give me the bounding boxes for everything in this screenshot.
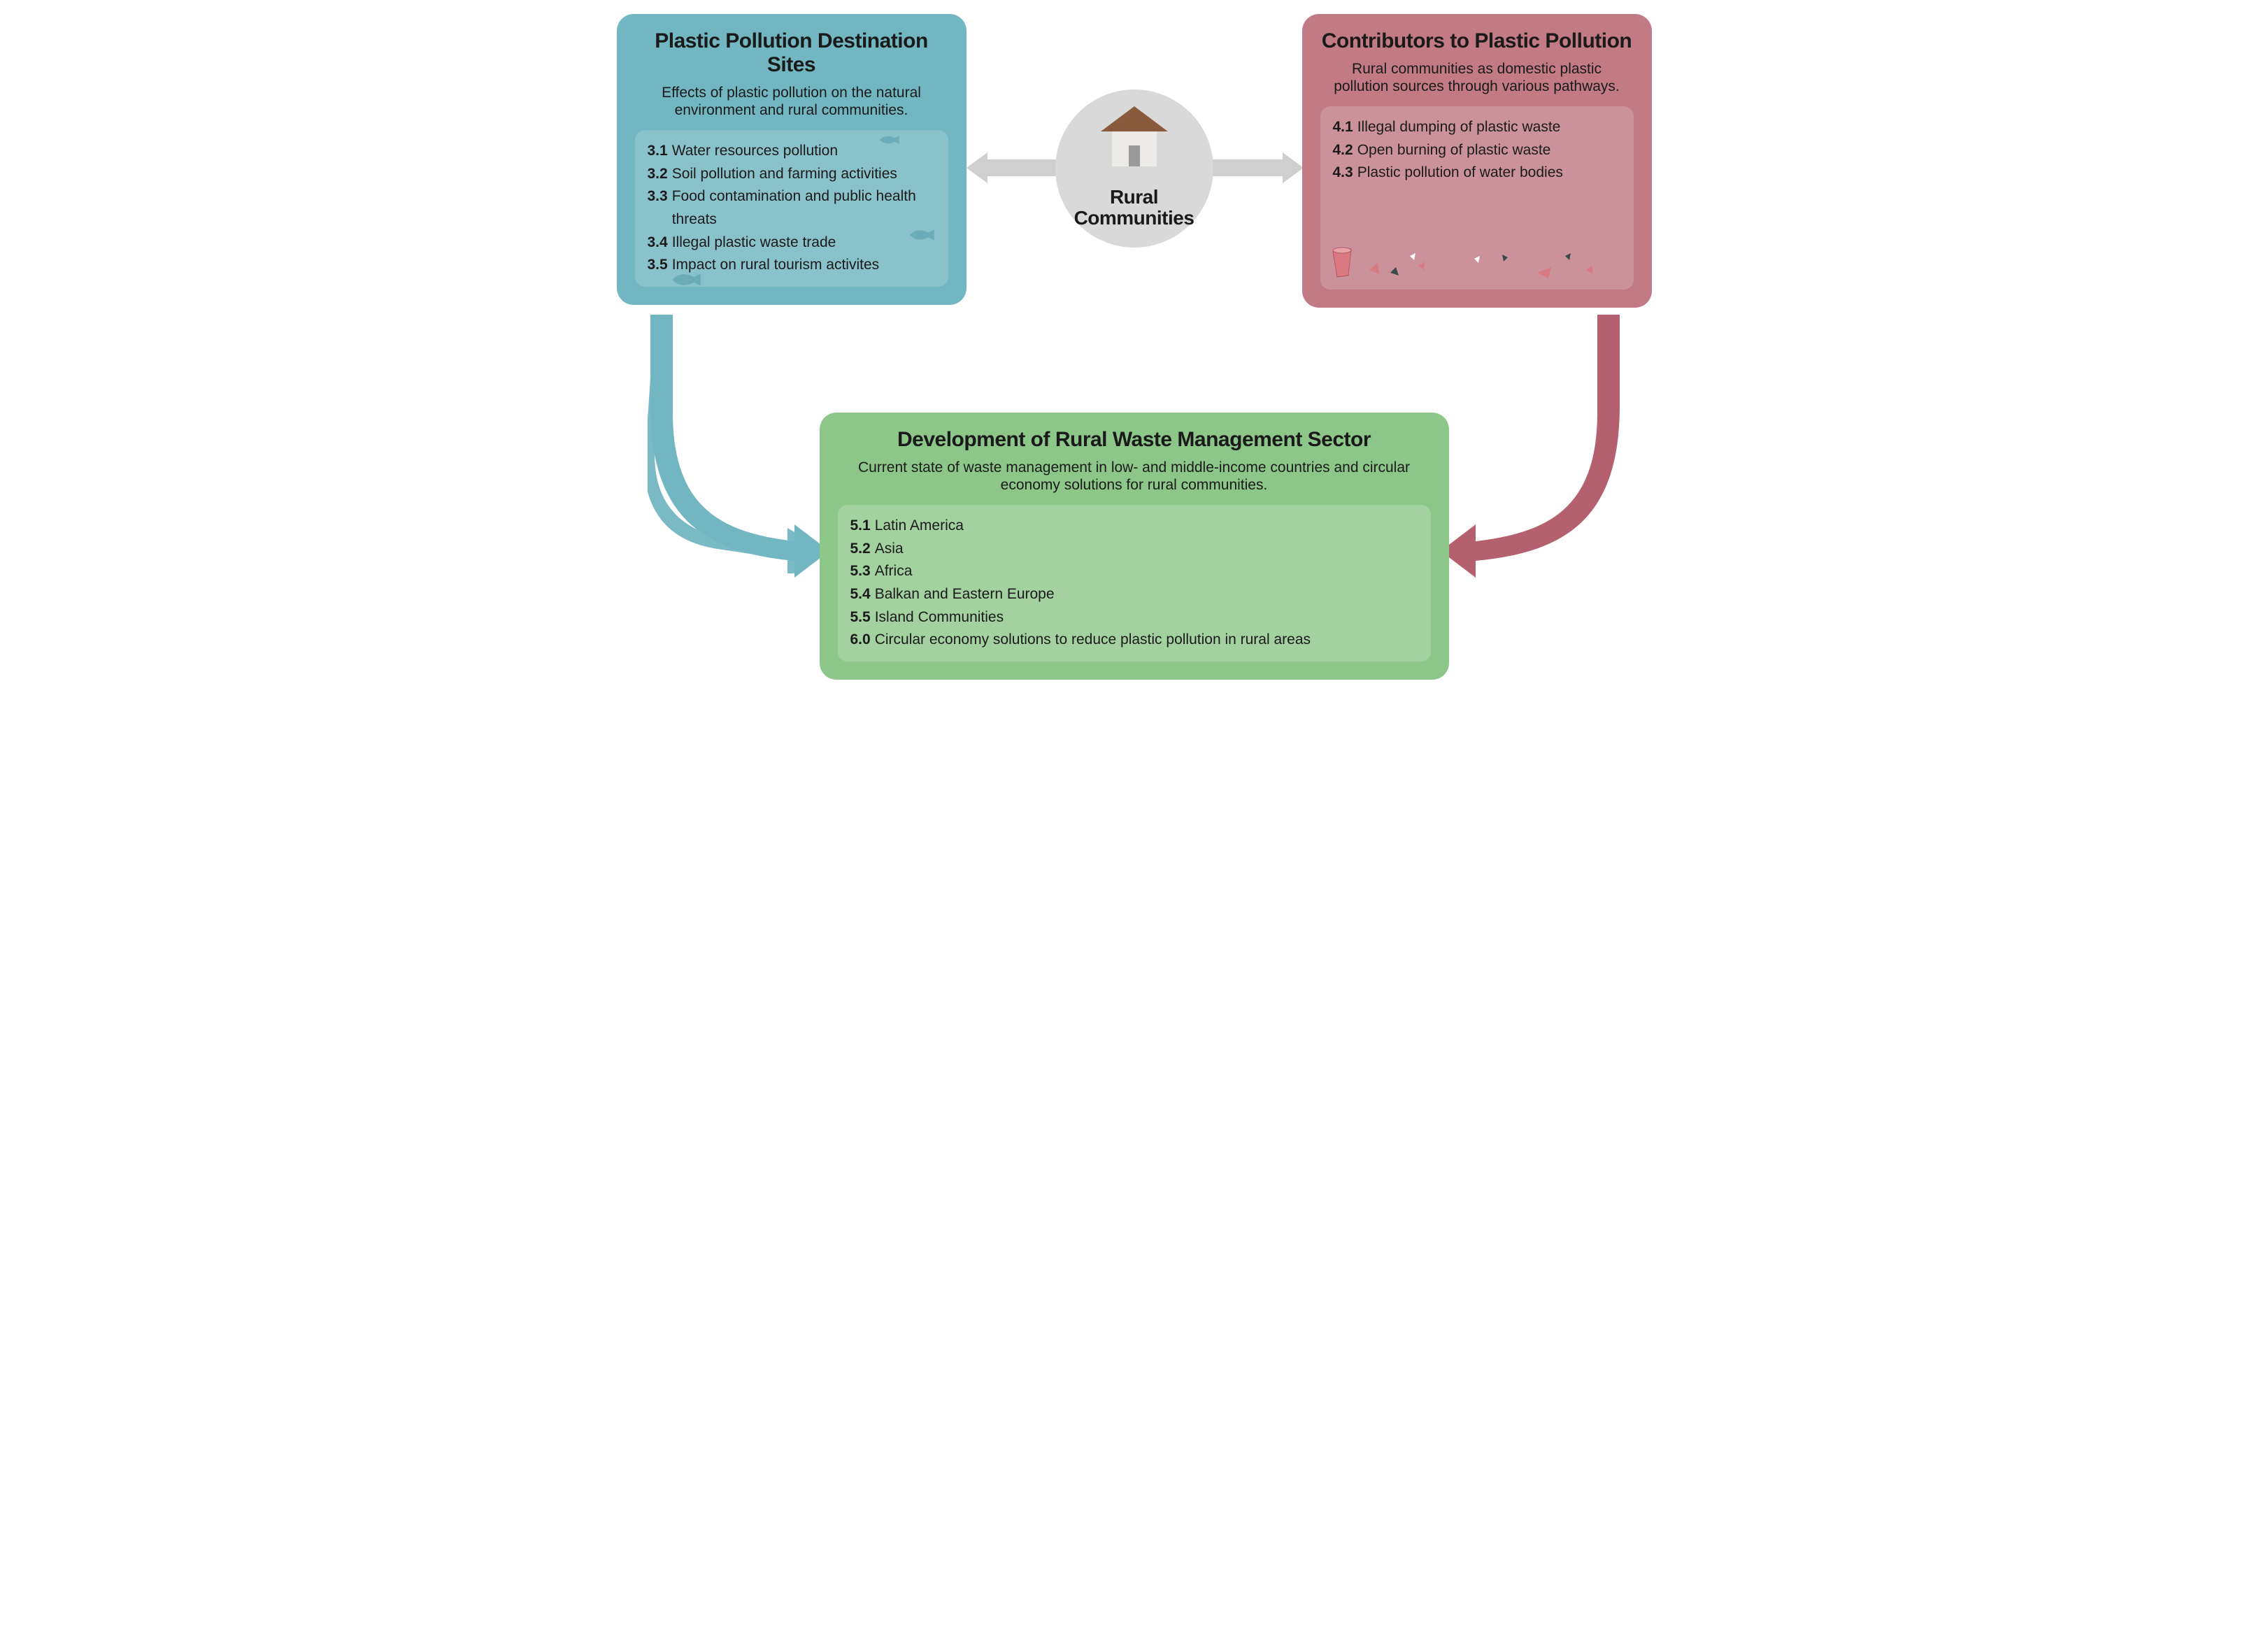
diagram-canvas: Rural Communities Plastic Pollution Dest… (617, 14, 1652, 769)
item-number: 5.3 (850, 560, 871, 583)
list-item: 4.1Illegal dumping of plastic waste (1333, 116, 1621, 139)
panel-destination-sites: Plastic Pollution Destination Sites Effe… (617, 14, 967, 305)
arrow-hub-left (967, 152, 1064, 183)
item-text: Asia (875, 538, 1418, 561)
item-number: 3.4 (648, 231, 668, 255)
arrow-hub-right (1206, 152, 1304, 183)
list-item: 3.4Illegal plastic waste trade (648, 231, 936, 255)
item-number: 5.2 (850, 538, 871, 561)
house-icon (1099, 106, 1169, 169)
list-item: 5.3Africa (850, 560, 1418, 583)
panel-red-title: Contributors to Plastic Pollution (1320, 29, 1634, 53)
item-number: 3.1 (648, 140, 668, 163)
hub-circle: Rural Communities (1055, 90, 1213, 248)
panel-waste-management: Development of Rural Waste Management Se… (820, 413, 1449, 680)
item-number: 4.2 (1333, 139, 1353, 162)
item-text: Impact on rural tourism activites (672, 254, 936, 277)
item-number: 3.3 (648, 185, 668, 208)
panel-green-subtitle: Current state of waste management in low… (838, 459, 1431, 494)
panel-green-items: 5.1Latin America5.2Asia5.3Africa5.4Balka… (838, 505, 1431, 661)
item-number: 3.2 (648, 163, 668, 186)
trash-icon (1327, 242, 1621, 284)
item-text: Circular economy solutions to reduce pla… (875, 629, 1418, 652)
list-item: 4.3Plastic pollution of water bodies (1333, 162, 1621, 185)
panel-red-items: 4.1Illegal dumping of plastic waste4.2Op… (1320, 106, 1634, 290)
panel-contributors: Contributors to Plastic Pollution Rural … (1302, 14, 1652, 308)
list-item: 5.5Island Communities (850, 606, 1418, 629)
list-item: 3.2Soil pollution and farming activities (648, 163, 936, 186)
item-number: 5.5 (850, 606, 871, 629)
arrow-blue-to-green (648, 315, 829, 573)
item-number: 5.4 (850, 583, 871, 606)
item-number: 6.0 (850, 629, 871, 652)
item-text: Africa (875, 560, 1418, 583)
item-text: Water resources pollution (672, 140, 936, 163)
panel-blue-title: Plastic Pollution Destination Sites (635, 29, 948, 77)
list-item: 5.4Balkan and Eastern Europe (850, 583, 1418, 606)
item-text: Open burning of plastic waste (1357, 139, 1621, 162)
item-number: 5.1 (850, 515, 871, 538)
item-text: Balkan and Eastern Europe (875, 583, 1418, 606)
list-item: 4.2Open burning of plastic waste (1333, 139, 1621, 162)
list-item: 3.3Food contamination and public health … (648, 185, 936, 231)
item-text: Food contamination and public health thr… (672, 185, 936, 231)
panel-red-subtitle: Rural communities as domestic plastic po… (1320, 60, 1634, 95)
hub-label-line1: Rural (1110, 186, 1158, 208)
arrow-red-to-green (1441, 315, 1622, 580)
hub-label-line2: Communities (1074, 207, 1194, 229)
panel-green-title: Development of Rural Waste Management Se… (838, 428, 1431, 452)
item-text: Soil pollution and farming activities (672, 163, 936, 186)
panel-blue-items: 3.1Water resources pollution3.2Soil poll… (635, 130, 948, 286)
list-item: 5.2Asia (850, 538, 1418, 561)
hub-label: Rural Communities (1074, 187, 1194, 228)
arrow-blue-to-green-2 (648, 315, 829, 580)
item-text: Illegal dumping of plastic waste (1357, 116, 1621, 139)
item-number: 3.5 (648, 254, 668, 277)
list-item: 3.1Water resources pollution (648, 140, 936, 163)
item-text: Illegal plastic waste trade (672, 231, 936, 255)
item-text: Island Communities (875, 606, 1418, 629)
item-number: 4.1 (1333, 116, 1353, 139)
item-text: Plastic pollution of water bodies (1357, 162, 1621, 185)
list-item: 6.0Circular economy solutions to reduce … (850, 629, 1418, 652)
item-number: 4.3 (1333, 162, 1353, 185)
list-item: 3.5Impact on rural tourism activites (648, 254, 936, 277)
list-item: 5.1Latin America (850, 515, 1418, 538)
panel-blue-subtitle: Effects of plastic pollution on the natu… (635, 84, 948, 119)
item-text: Latin America (875, 515, 1418, 538)
